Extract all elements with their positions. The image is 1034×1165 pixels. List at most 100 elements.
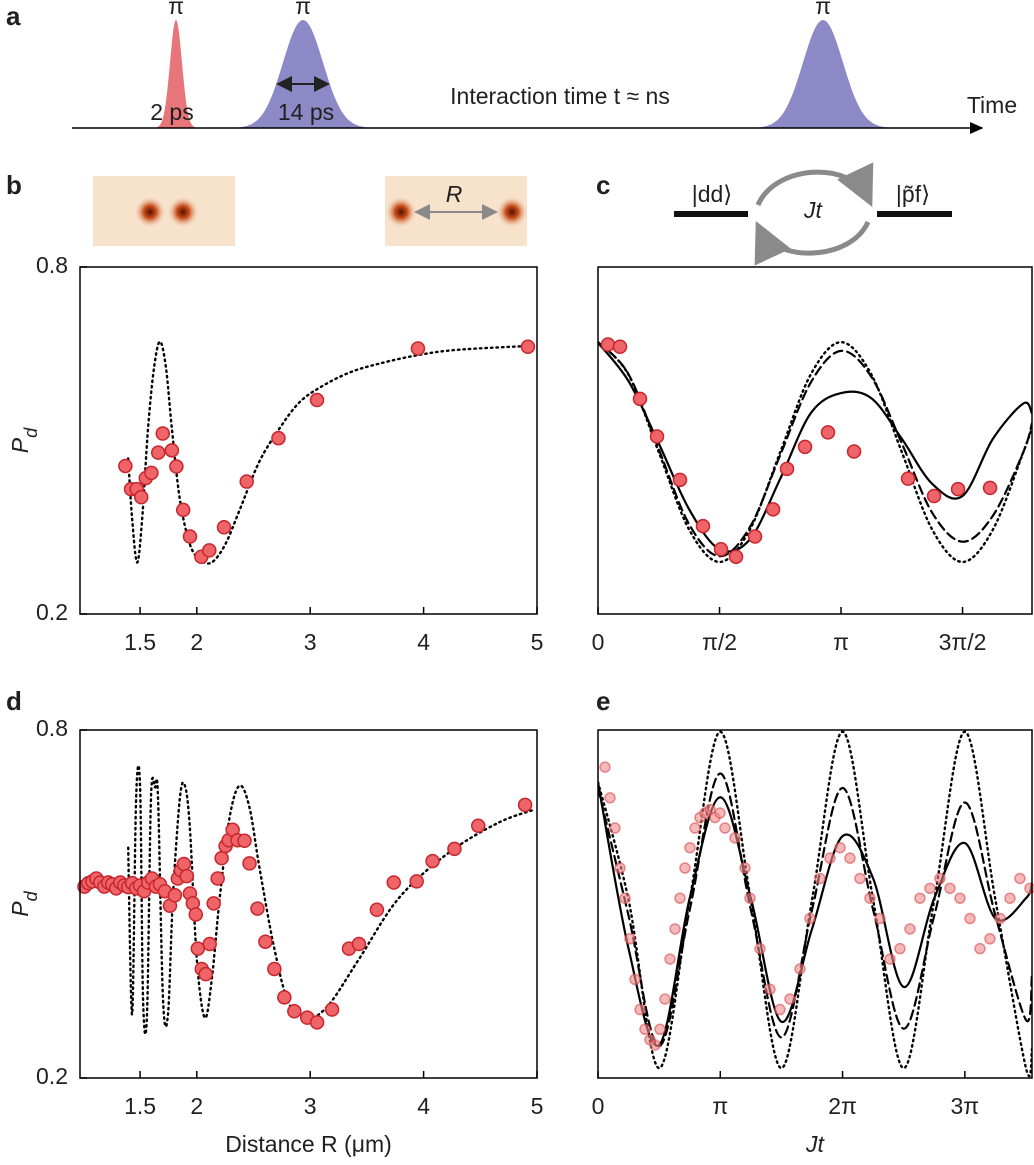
data-point [150,445,166,460]
data-point [779,461,795,477]
state-label: |dd⟩ [692,181,733,207]
data-point [639,1023,651,1036]
data-point [824,852,836,864]
plot-frame [597,266,1033,615]
data-point [517,797,533,813]
data-point [744,892,756,904]
data-point [814,872,826,885]
data-point [188,907,204,922]
data-point [704,803,716,816]
x-tick-label: π [833,629,849,655]
data-point [739,862,751,874]
data-point [324,1002,340,1017]
x-tick-label: 4 [417,629,430,655]
axis-label: Time [967,92,1017,118]
plot-frame [79,266,538,615]
data-point [202,543,217,558]
panel-letter: b [6,170,22,200]
data-point [714,807,726,819]
x-tick-label: 2 [190,629,203,655]
data-point [864,892,876,904]
y-axis-label-sub: d [21,427,41,438]
data-point [854,872,866,885]
x-tick-label: 0 [592,1093,605,1119]
data-point [237,833,252,849]
data-point [634,1003,646,1016]
data-point [729,832,741,844]
x-tick-label: 2 [190,1093,203,1119]
x-tick-label: 3π/2 [939,629,987,655]
data-point [271,430,286,446]
data-point [984,933,996,945]
data-point [964,912,976,925]
data-point [351,936,367,952]
data-point [155,426,171,441]
data-point [609,822,621,834]
data-point [684,841,696,854]
data-point [728,549,744,564]
pulse [213,20,393,128]
data-point [164,443,180,458]
data-point [612,339,628,355]
theory-line [598,781,1032,1047]
pulse-label: π [168,0,184,19]
data-point [309,1015,325,1030]
data-point [950,481,966,497]
data-point [309,392,325,408]
data-point [1014,872,1026,885]
theory-line [598,340,1032,564]
panel: b 1.5 2 3 4 5 0.2 0.8 Pd [6,170,543,655]
x-tick-label: π [712,1093,728,1119]
panel: d 1.5 2 3 4 5 0.2 0.8 Pd Distance R (μm) [6,686,543,1157]
data-point [410,341,426,356]
interaction-label: Interaction time t ≈ ns [450,83,670,109]
data-point [176,856,192,872]
plot-frame [79,729,538,1079]
panel-letter: e [596,686,610,716]
y-axis-label-main: P [7,437,33,453]
data-point [689,822,701,834]
x-axis-label: Distance R (μm) [225,1131,392,1157]
data-point [210,871,225,886]
coupling-arrow [754,220,871,266]
data-point [632,391,648,407]
atom [496,196,528,228]
theory-line [598,341,1032,553]
data-point [774,1003,786,1016]
data-point [669,923,681,935]
data-point [369,902,385,918]
data-point [954,892,966,904]
data-point [258,934,273,949]
data-point [874,912,886,925]
pulse-label: π [815,0,831,19]
coupling-label: Jt [803,197,824,223]
data-point [659,993,671,1005]
width-label: 2 ps [150,99,193,125]
panel: c 0 π/2 π 3π/2 [592,170,1033,655]
data-point [167,888,183,903]
data-point [719,822,731,834]
data-point [894,942,906,955]
data-point [649,1039,661,1051]
data-point [250,901,265,916]
data-point [202,936,217,952]
data-point [214,850,229,866]
data-point [277,990,292,1005]
data-point [206,896,221,911]
x-tick-label: 4 [417,1093,430,1119]
data-point [133,489,149,505]
pulse-label: π [295,0,311,19]
x-tick-label: 3π [951,1093,980,1119]
data-point [386,875,402,890]
theory-line [598,772,1032,1048]
data-point [624,933,636,945]
x-tick-label: 5 [531,1093,544,1119]
data-point [649,429,665,444]
data-point [934,872,946,885]
data-point [747,529,763,544]
data-point [409,874,424,889]
data-point [924,882,936,895]
data-point [695,518,711,534]
data-point [242,856,257,871]
data-point [239,474,254,489]
